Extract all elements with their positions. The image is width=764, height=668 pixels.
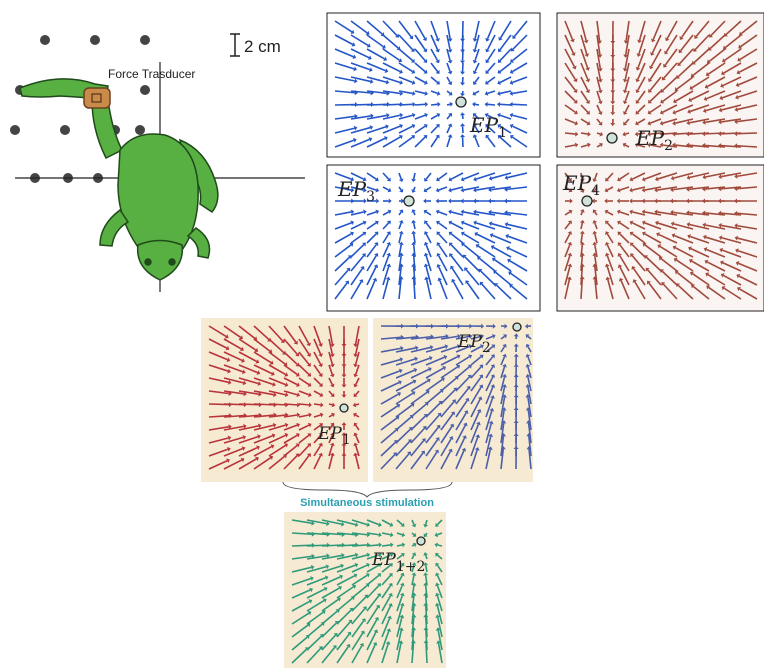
- ep-text: EP: [317, 424, 342, 444]
- field-panel: [327, 13, 540, 157]
- force-arrow: [597, 133, 600, 134]
- ep-sub: 2: [664, 138, 673, 154]
- force-arrow: [284, 404, 297, 405]
- page: 2 cm Force Trasducer EP1 EP2 EP3 EP4 EP1…: [0, 0, 764, 668]
- ep-sub: 3: [366, 189, 375, 205]
- force-arrow: [447, 104, 450, 105]
- force-arrow: [382, 545, 391, 546]
- figure: 2 cm Force Trasducer EP1 EP2 EP3 EP4 EP1…: [0, 0, 764, 668]
- frog-panel: 2 cm Force Trasducer: [10, 34, 305, 292]
- force-arrow: [399, 104, 413, 105]
- force-arrow: [500, 104, 511, 105]
- force-arrow: [426, 643, 427, 663]
- force-arrow: [737, 133, 757, 134]
- force-arrow: [412, 545, 414, 546]
- force-arrow: [512, 104, 527, 105]
- force-arrow: [565, 133, 575, 134]
- force-arrow: [269, 404, 286, 405]
- scale-bar: [230, 34, 240, 56]
- ep-text: EP: [469, 113, 499, 137]
- force-arrow: [299, 404, 309, 405]
- ep-sub: 1: [342, 432, 351, 448]
- force-arrow: [581, 133, 588, 134]
- force-arrow: [437, 545, 442, 546]
- force-arrow: [426, 533, 427, 535]
- force-arrow: [314, 404, 321, 405]
- ep-sub: 1: [498, 125, 507, 141]
- force-arrow: [397, 545, 402, 546]
- ep-text: EP: [457, 332, 482, 352]
- force-arrow: [367, 545, 379, 546]
- force-arrow: [383, 104, 400, 105]
- force-arrow: [415, 104, 425, 105]
- ep-sub: 1+2: [396, 559, 426, 575]
- ep-text: EP: [337, 177, 367, 201]
- force-arrow: [625, 133, 629, 134]
- force-arrow: [352, 545, 367, 546]
- ep-sub: 4: [591, 183, 600, 199]
- force-arrow: [329, 404, 332, 405]
- caption: Simultaneous stimulation: [300, 497, 434, 509]
- scale-label: 2 cm: [244, 37, 281, 56]
- ep-text: EP: [371, 550, 396, 570]
- ep-text: EP: [562, 171, 592, 195]
- ep-sub: 2: [482, 340, 491, 356]
- force-arrow: [356, 404, 359, 405]
- sensor-label: Force Trasducer: [108, 67, 195, 81]
- force-arrow: [475, 104, 479, 105]
- brace: [283, 482, 452, 497]
- frog: [20, 79, 218, 280]
- force-arrow: [488, 104, 495, 105]
- ep-text: EP: [635, 126, 665, 150]
- force-arrow: [431, 104, 438, 105]
- transducer: [84, 88, 110, 108]
